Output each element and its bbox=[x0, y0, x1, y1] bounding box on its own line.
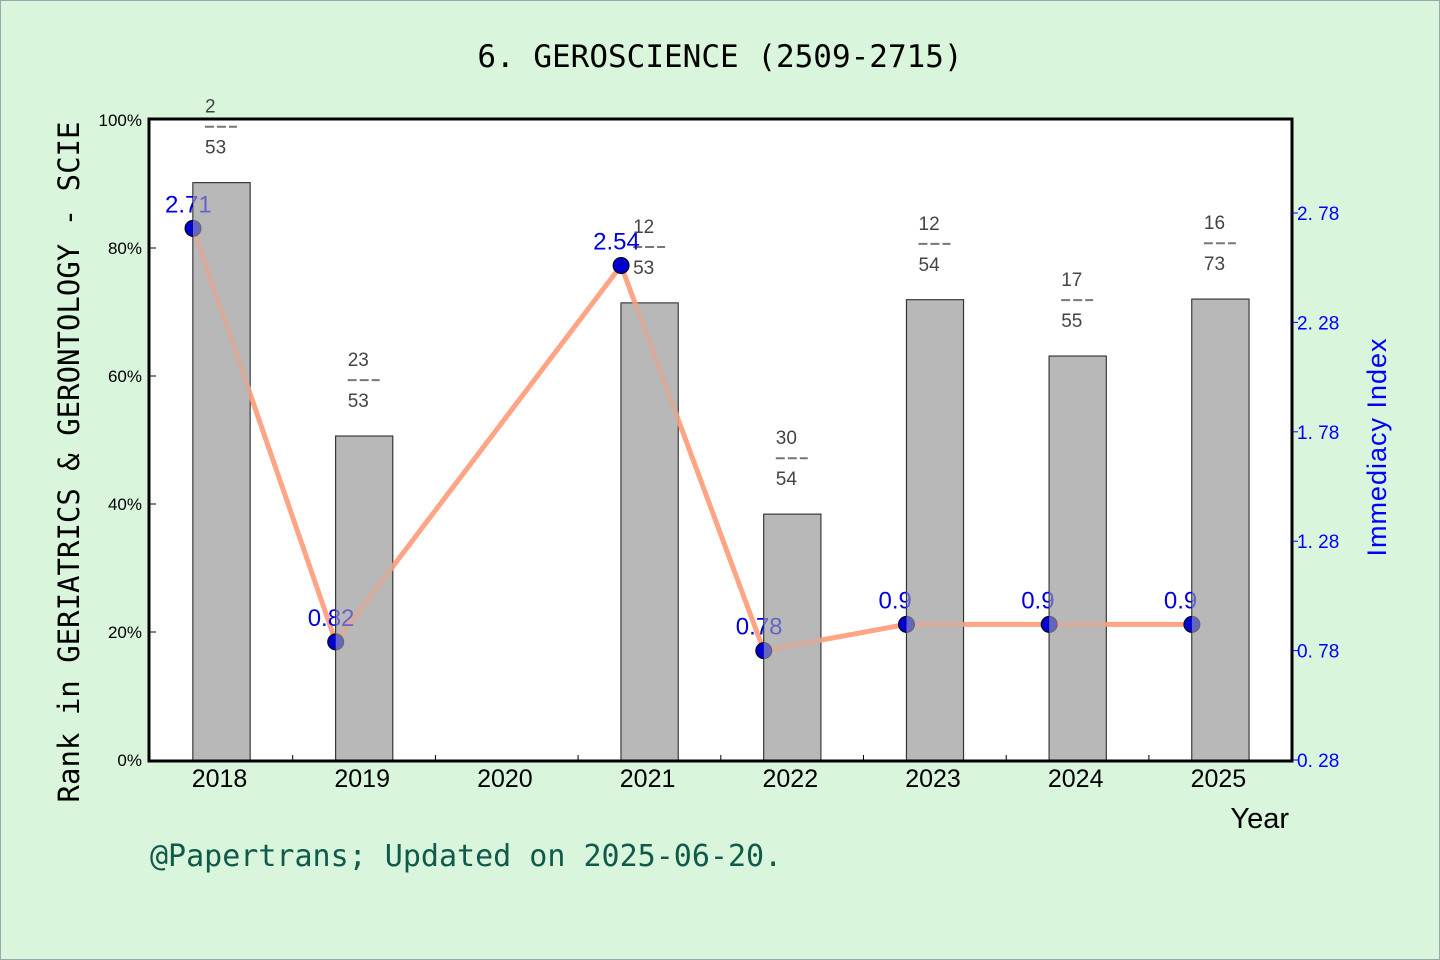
x-axis-label: Year bbox=[1230, 803, 1289, 835]
y-tick-label: 20% bbox=[108, 623, 142, 642]
x-tick-label-2024: 2024 bbox=[1048, 765, 1104, 793]
chart-title: 6. GEROSCIENCE (2509-2715) bbox=[477, 39, 962, 75]
total-label-2018: 53 bbox=[205, 138, 226, 159]
x-tick-label-2019: 2019 bbox=[334, 765, 390, 793]
footer-credit: @Papertrans; Updated on 2025-06-20. bbox=[150, 839, 782, 874]
bar-overlay bbox=[621, 303, 679, 760]
x-axis: 2018 2019 2020 2021 2022 2023 2024 2025 bbox=[192, 755, 1247, 793]
bar-overlay bbox=[763, 514, 821, 760]
y-tick-label: 0% bbox=[117, 751, 142, 770]
y-tick-label: 60% bbox=[108, 367, 142, 386]
rank-label-2018: 2 bbox=[205, 97, 216, 118]
plot-area bbox=[149, 119, 1292, 761]
right-tick-label: 0. 28 bbox=[1297, 751, 1339, 772]
total-label-2019: 53 bbox=[348, 391, 369, 412]
rank-label-2021: 12 bbox=[633, 217, 654, 238]
rank-label-2022: 30 bbox=[776, 428, 797, 449]
rank-label-2019: 23 bbox=[348, 350, 369, 371]
right-tick-label: 0. 78 bbox=[1297, 642, 1339, 663]
total-label-2023: 54 bbox=[919, 255, 941, 276]
rank-label-2024: 17 bbox=[1061, 270, 1082, 291]
right-tick-label: 1. 78 bbox=[1297, 423, 1339, 444]
total-label-2021: 53 bbox=[633, 258, 654, 279]
left-y-axis: 0% 20% 40% 60% 80% 100% bbox=[99, 111, 156, 770]
x-tick-label-2020: 2020 bbox=[477, 765, 533, 793]
right-y-axis: 0. 28 0. 78 1. 28 1. 78 2. 28 2. 78 bbox=[1292, 204, 1339, 772]
immediacy-value-2021: 2.54 bbox=[593, 229, 640, 256]
immediacy-value-2025: 0.9 bbox=[1164, 587, 1197, 614]
immediacy-line-series: 2.710.822.540.780.9 0.9 0.9 bbox=[165, 182, 1249, 761]
immediacy-value-2024: 0.9 bbox=[1021, 587, 1054, 614]
total-label-2022: 54 bbox=[776, 469, 798, 490]
y-tick-label: 100% bbox=[99, 111, 142, 130]
x-tick-label-2018: 2018 bbox=[192, 765, 248, 793]
bar-overlay bbox=[193, 182, 250, 761]
x-tick-label-2022: 2022 bbox=[762, 765, 818, 793]
right-axis-label: Immediacy Index bbox=[1362, 337, 1392, 556]
right-tick-label: 1. 28 bbox=[1297, 532, 1339, 553]
y-axis-label: Rank in GERIATRICS & GERONTOLOGY - SCIE bbox=[52, 122, 86, 803]
total-label-2024: 55 bbox=[1061, 311, 1082, 332]
rank-labels: 2 53 23 53 12 53 30 54 12 54 17 55 16 73 bbox=[205, 97, 1236, 490]
rank-label-2025: 16 bbox=[1204, 213, 1225, 234]
bar-overlay bbox=[906, 299, 964, 760]
bar-overlay bbox=[335, 436, 393, 760]
total-label-2025: 73 bbox=[1204, 254, 1225, 275]
bar-overlay bbox=[1191, 299, 1249, 760]
bar-overlay bbox=[1049, 356, 1107, 760]
rank-label-2023: 12 bbox=[919, 214, 940, 235]
y-tick-label: 40% bbox=[108, 495, 142, 514]
y-tick-label: 80% bbox=[108, 239, 142, 258]
right-tick-label: 2. 78 bbox=[1297, 204, 1339, 225]
immediacy-marker-2021 bbox=[612, 257, 630, 275]
x-tick-label-2023: 2023 bbox=[905, 765, 961, 793]
right-tick-label: 2. 28 bbox=[1297, 313, 1339, 334]
immediacy-value-2023: 0.9 bbox=[879, 587, 912, 614]
x-tick-label-2021: 2021 bbox=[620, 765, 676, 793]
x-tick-label-2025: 2025 bbox=[1191, 765, 1247, 793]
